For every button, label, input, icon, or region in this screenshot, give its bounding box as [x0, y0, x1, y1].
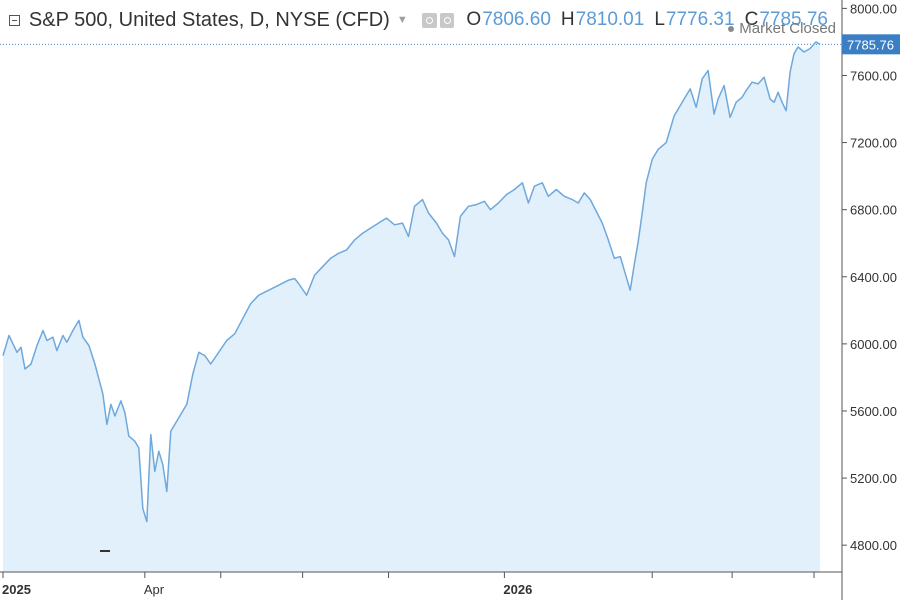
event-marker	[100, 550, 110, 552]
gear-icon[interactable]	[439, 12, 455, 28]
settings-icon[interactable]	[421, 12, 437, 28]
price-axis[interactable]: 4800.00 5200.00 5600.00 6000.00 6400.00 6800.…	[841, 0, 897, 600]
status-dot-icon	[728, 25, 735, 32]
high-value: 7810.01	[575, 9, 645, 30]
low-key: L	[654, 9, 665, 30]
price-axis-label: 5600.00	[850, 404, 897, 419]
time-axis-label: Apr	[144, 582, 165, 597]
price-axis-label: 7200.00	[850, 136, 897, 151]
price-axis-label: 6800.00	[850, 203, 897, 218]
ohlc-values: O 7806.60 H 7810.01 L 7776.31 C 7785.76	[466, 9, 838, 31]
market-status-label: Market Closed	[739, 20, 836, 37]
time-axis[interactable]: 2025 Apr 2026	[0, 571, 842, 597]
price-axis-label: 6400.00	[850, 270, 897, 285]
chart-legend: S&P 500, United States, D, NYSE (CFD) ▼ …	[0, 0, 838, 40]
close-value: 7785.76	[759, 9, 828, 30]
open-value: 7806.60	[482, 9, 551, 30]
price-axis-label: 5200.00	[850, 471, 897, 486]
symbol-title[interactable]: S&P 500, United States, D, NYSE (CFD)	[28, 8, 390, 31]
collapse-icon[interactable]	[9, 14, 20, 26]
close-key: C	[744, 9, 759, 30]
high-key: H	[560, 9, 575, 30]
price-axis-label: 6000.00	[850, 337, 897, 352]
open-key: O	[466, 9, 482, 30]
low-value: 7776.31	[665, 9, 735, 30]
chevron-down-icon[interactable]: ▼	[396, 14, 408, 26]
price-axis-label: 7600.00	[850, 68, 897, 83]
last-price-tag-box	[842, 34, 900, 55]
time-axis-label: 2026	[503, 582, 532, 597]
series-line	[2, 41, 821, 523]
time-axis-label: 2025	[2, 582, 31, 597]
last-price-tag: 7785.76	[842, 34, 900, 55]
price-axis-label: 8000.00	[850, 1, 897, 16]
market-status: Market Closed	[728, 20, 836, 37]
last-price-label: 7785.76	[847, 37, 894, 52]
series-area	[3, 41, 821, 572]
price-axis-label: 4800.00	[850, 538, 897, 553]
